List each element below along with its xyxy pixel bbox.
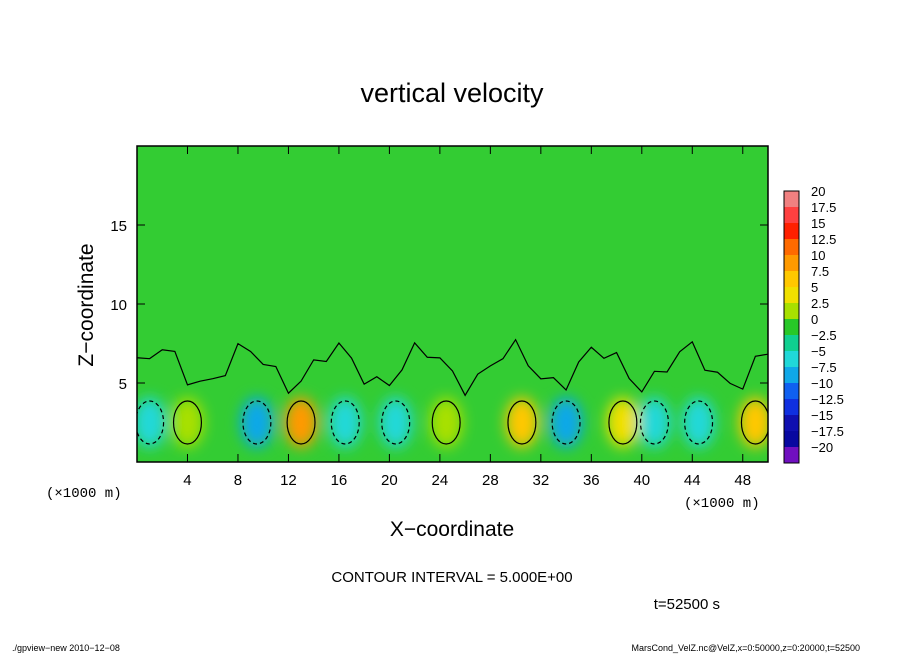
colorbar-label: −7.5 — [811, 360, 837, 375]
velocity-cell-6 — [429, 397, 463, 448]
colorbar-label: 17.5 — [811, 200, 836, 215]
velocity-cell-3 — [284, 397, 318, 448]
colorbar-label: 0 — [811, 312, 818, 327]
velocity-cell-5 — [379, 397, 413, 448]
colorbar-label: 12.5 — [811, 232, 836, 247]
x-tick-label: 28 — [482, 472, 499, 489]
velocity-cell-7 — [505, 397, 539, 448]
zero-contour — [137, 338, 768, 397]
colorbar-swatch — [784, 319, 799, 335]
contour-11 — [684, 400, 714, 445]
chart-title: vertical velocity — [360, 78, 544, 108]
y-tick-label: 10 — [110, 297, 127, 314]
colorbar-swatch — [784, 351, 799, 367]
x-tick-label: 12 — [280, 472, 297, 489]
contour-interval: CONTOUR INTERVAL = 5.000E+00 — [331, 569, 572, 586]
x-tick-label: 16 — [331, 472, 348, 489]
footer-left: ./gpview−new 2010−12−08 — [12, 643, 120, 653]
y-axis-label: Z−coordinate — [75, 243, 98, 366]
colorbar-label: 10 — [811, 248, 825, 263]
colorbar-swatch — [784, 383, 799, 399]
colorbar-swatch — [784, 271, 799, 287]
colorbar-swatch — [784, 399, 799, 415]
colorbar-label: −10 — [811, 376, 833, 391]
velocity-cell-1 — [171, 397, 204, 448]
contour-4 — [330, 400, 360, 445]
colorbar-swatch — [784, 255, 799, 271]
contour-6 — [431, 400, 461, 445]
colorbar-swatch — [784, 239, 799, 255]
colorbar-label: −17.5 — [811, 424, 844, 439]
colorbar-label: 7.5 — [811, 264, 829, 279]
colorbar-swatch — [784, 367, 799, 383]
x-axis-label: X−coordinate — [390, 518, 514, 541]
contour-8 — [551, 400, 581, 445]
colorbar-label: −5 — [811, 344, 826, 359]
colorbar-swatch — [784, 287, 799, 303]
contour-12 — [740, 400, 768, 445]
x-tick-label: 36 — [583, 472, 600, 489]
footer-right: MarsCond_VelZ.nc@VelZ,x=0:50000,z=0:2000… — [631, 643, 860, 653]
x-tick-label: 4 — [183, 472, 191, 489]
colorbar-label: 20 — [811, 184, 825, 199]
contour-3 — [286, 400, 316, 445]
velocity-cell-8 — [549, 397, 583, 448]
contour-7 — [507, 400, 537, 445]
colorbar-label: −12.5 — [811, 392, 844, 407]
contour-0 — [137, 400, 165, 445]
velocity-cell-11 — [682, 397, 715, 448]
x-unit-right: (×1000 m) — [684, 496, 760, 512]
x-tick-label: 40 — [633, 472, 650, 489]
x-tick-label: 44 — [684, 472, 701, 489]
contour-2 — [242, 400, 272, 445]
velocity-cell-2 — [240, 397, 274, 448]
colorbar-swatch — [784, 431, 799, 447]
colorbar-label: −15 — [811, 408, 833, 423]
contour-9 — [608, 400, 638, 445]
y-tick-label: 5 — [119, 376, 127, 393]
colorbar-label: −2.5 — [811, 328, 837, 343]
velocity-cell-12 — [738, 397, 768, 448]
x-unit-left: (×1000 m) — [46, 486, 122, 502]
x-tick-label: 48 — [734, 472, 751, 489]
colorbar-swatch — [784, 335, 799, 351]
velocity-cell-10 — [638, 397, 671, 448]
colorbar-swatch — [784, 415, 799, 431]
velocity-cell-0 — [137, 397, 167, 448]
contour-10 — [639, 400, 669, 445]
colorbar-swatch — [784, 447, 799, 463]
colorbar-frame — [783, 190, 800, 464]
colorbar-label: 15 — [811, 216, 825, 231]
contour-1 — [172, 400, 203, 445]
colorbar-swatch — [784, 191, 799, 207]
colorbar-swatch — [784, 207, 799, 223]
colorbar-label: 5 — [811, 280, 818, 295]
colorbar: 2017.51512.5107.552.50−2.5−5−7.5−10−12.5… — [783, 184, 844, 464]
x-tick-label: 20 — [381, 472, 398, 489]
velocity-cell-4 — [328, 397, 362, 448]
time-label: t=52500 s — [654, 596, 720, 613]
colorbar-label: 2.5 — [811, 296, 829, 311]
x-tick-label: 24 — [432, 472, 449, 489]
colorbar-label: −20 — [811, 440, 833, 455]
x-tick-label: 8 — [234, 472, 242, 489]
plot-area — [137, 146, 768, 462]
velocity-cell-9 — [606, 397, 640, 448]
x-tick-label: 32 — [532, 472, 549, 489]
y-tick-label: 15 — [110, 218, 127, 235]
contour-5 — [381, 400, 411, 445]
colorbar-swatch — [784, 223, 799, 239]
colorbar-swatch — [784, 303, 799, 319]
